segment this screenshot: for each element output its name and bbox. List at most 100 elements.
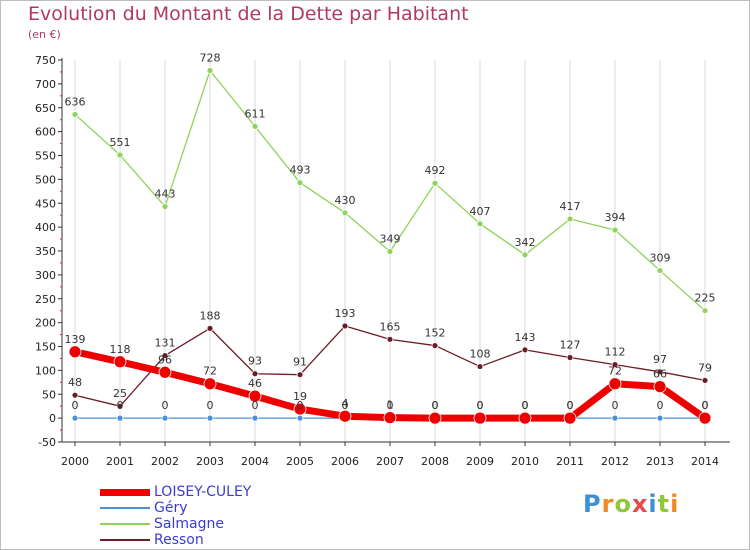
data-point-resson-2008 (431, 342, 439, 349)
data-label-loisey-culey-2006: 4 (342, 397, 349, 410)
data-label-g-ry-2006: 0 (342, 399, 349, 412)
x-tick-label-2005: 2005 (286, 455, 314, 468)
data-label-salmagne-2006: 430 (335, 194, 356, 207)
data-point-loisey-culey-2007 (383, 411, 397, 425)
data-label-loisey-culey-2003: 72 (203, 365, 217, 378)
data-label-loisey-culey-2005: 19 (293, 390, 307, 403)
data-label-resson-2012: 112 (605, 346, 626, 359)
series-layer (68, 67, 712, 425)
data-point-loisey-culey-2000 (68, 345, 82, 359)
x-tick-label-2007: 2007 (376, 455, 404, 468)
data-point-g-ry-2002 (161, 414, 169, 422)
data-label-resson-2009: 108 (470, 348, 491, 361)
x-tick-label-2004: 2004 (241, 455, 269, 468)
data-point-salmagne-2013 (656, 267, 664, 274)
legend: LOISEY-CULEY Géry Salmagne Resson (100, 484, 251, 548)
data-point-salmagne-2001 (116, 151, 124, 159)
data-label-loisey-culey-2002: 96 (158, 353, 172, 366)
data-label-resson-2003: 188 (200, 309, 221, 322)
data-label-salmagne-2000: 636 (65, 95, 86, 108)
y-tick-label--50: -50 (38, 436, 56, 449)
y-tick-label-100: 100 (35, 364, 56, 377)
axis-layer: -500501001502002503003504004505005506006… (35, 54, 730, 468)
data-label-loisey-culey-2014: 0 (702, 399, 709, 412)
legend-item-resson: Resson (100, 532, 251, 548)
data-label-salmagne-2007: 349 (380, 232, 401, 245)
legend-swatch-loisey-culey (100, 488, 150, 496)
legend-label-g-ry: Géry (154, 500, 188, 516)
y-tick-label-300: 300 (35, 269, 56, 282)
data-label-loisey-culey-2009: 0 (477, 399, 484, 412)
logo-letter: o (614, 490, 632, 518)
data-label-g-ry-2003: 0 (207, 399, 214, 412)
data-point-resson-2007 (386, 335, 394, 343)
y-tick-label-50: 50 (42, 388, 56, 401)
y-tick-label-450: 450 (35, 197, 56, 210)
data-point-g-ry-2013 (656, 414, 664, 422)
data-point-loisey-culey-2014 (698, 411, 712, 425)
data-label-loisey-culey-2007: 1 (387, 399, 394, 412)
data-point-resson-2003 (206, 324, 214, 332)
y-tick-label-500: 500 (35, 173, 56, 186)
y-tick-label-600: 600 (35, 126, 56, 139)
legend-item-loisey-culey: LOISEY-CULEY (100, 484, 251, 500)
data-label-layer: 6365514437286114934303494924073424173943… (65, 52, 716, 413)
data-label-resson-2004: 93 (248, 355, 262, 368)
x-tick-label-2000: 2000 (61, 455, 89, 468)
legend-label-resson: Resson (154, 532, 204, 548)
x-tick-label-2013: 2013 (646, 455, 674, 468)
data-label-loisey-culey-2008: 0 (432, 399, 439, 412)
data-point-salmagne-2007 (386, 248, 394, 255)
data-point-salmagne-2003 (206, 67, 214, 74)
data-point-resson-2002 (161, 352, 169, 359)
data-point-loisey-culey-2002 (158, 365, 172, 379)
data-point-resson-2010 (521, 346, 529, 354)
y-tick-label-150: 150 (35, 341, 56, 354)
data-label-g-ry-2000: 0 (72, 399, 79, 412)
legend-item-g-ry: Géry (100, 500, 251, 516)
data-point-resson-2005 (296, 371, 304, 379)
data-label-resson-2005: 91 (293, 356, 307, 369)
data-label-g-ry-2007: 0 (387, 399, 394, 412)
y-tick-label-200: 200 (35, 317, 56, 330)
x-tick-label-2009: 2009 (466, 455, 494, 468)
data-point-salmagne-2005 (296, 179, 304, 187)
legend-label-loisey-culey: LOISEY-CULEY (154, 484, 252, 500)
data-point-loisey-culey-2006 (338, 409, 352, 423)
grid-layer (74, 60, 706, 442)
data-label-resson-2002: 131 (155, 337, 176, 350)
data-point-loisey-culey-2010 (518, 411, 532, 425)
data-label-loisey-culey-2010: 0 (522, 399, 529, 412)
data-point-g-ry-2003 (206, 414, 214, 422)
data-label-g-ry-2013: 0 (657, 399, 664, 412)
data-point-resson-2000 (71, 391, 79, 399)
data-label-salmagne-2001: 551 (110, 136, 131, 149)
x-tick-label-2014: 2014 (691, 455, 719, 468)
x-tick-label-2002: 2002 (151, 455, 179, 468)
data-label-g-ry-2010: 0 (522, 399, 529, 412)
data-label-g-ry-2014: 0 (702, 399, 709, 412)
data-label-salmagne-2009: 407 (470, 205, 491, 218)
data-point-salmagne-2009 (476, 220, 484, 228)
data-point-loisey-culey-2011 (563, 411, 577, 425)
data-label-g-ry-2002: 0 (162, 399, 169, 412)
data-point-resson-2014 (701, 377, 709, 384)
data-label-salmagne-2002: 443 (155, 188, 176, 201)
y-tick-label-0: 0 (49, 412, 56, 425)
data-point-salmagne-2011 (566, 215, 574, 223)
data-point-salmagne-2000 (71, 111, 79, 118)
legend-swatch-salmagne (100, 523, 150, 525)
data-point-resson-2013 (656, 368, 664, 376)
data-label-salmagne-2005: 493 (290, 164, 311, 177)
data-label-salmagne-2003: 728 (200, 52, 221, 65)
data-label-salmagne-2011: 417 (560, 200, 581, 213)
y-tick-label-550: 550 (35, 150, 56, 163)
data-label-salmagne-2010: 342 (515, 236, 536, 249)
data-label-resson-2010: 143 (515, 331, 536, 344)
data-label-loisey-culey-2000: 139 (65, 333, 86, 346)
x-tick-label-2012: 2012 (601, 455, 629, 468)
x-tick-label-2008: 2008 (421, 455, 449, 468)
y-tick-label-400: 400 (35, 221, 56, 234)
data-point-g-ry-2005 (296, 414, 304, 422)
